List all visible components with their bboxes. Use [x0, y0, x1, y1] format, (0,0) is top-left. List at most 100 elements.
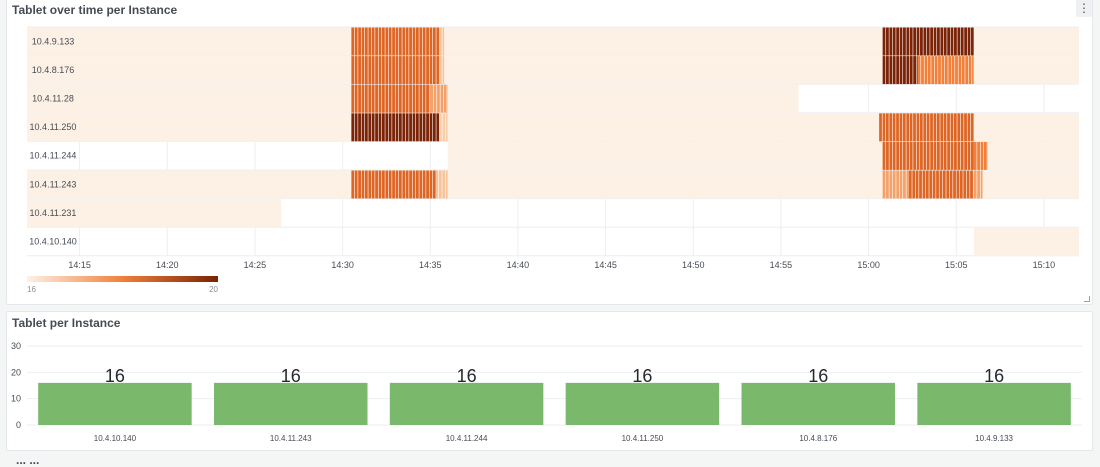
heatmap-cell	[889, 171, 892, 199]
heatmap-cell-group	[27, 56, 351, 84]
heatmap-cell	[906, 28, 909, 56]
heatmap-cell-group	[444, 28, 882, 56]
heatmap-cell	[964, 142, 967, 170]
bar[interactable]	[917, 383, 1071, 425]
heatmap-cell-group	[909, 171, 974, 199]
heatmap-cell	[962, 56, 965, 84]
heatmap-cell	[951, 113, 954, 141]
heatmap-cell	[362, 113, 365, 141]
heatmap-cell	[893, 28, 896, 56]
x-category-label: 10.4.11.250	[622, 434, 664, 443]
heatmap-cell	[910, 113, 913, 141]
heatmap-cell	[379, 28, 382, 56]
heatmap-cell	[896, 142, 899, 170]
heatmap-cell	[912, 171, 915, 199]
heatmap-cell	[937, 142, 940, 170]
heatmap-cell	[382, 28, 385, 56]
bar-value-label: 16	[632, 366, 652, 386]
heatmap-cell	[385, 171, 388, 199]
x-tick-label: 14:45	[594, 260, 617, 270]
heatmap-cell	[913, 113, 916, 141]
heatmap-cell	[930, 28, 933, 56]
heatmap-cell	[967, 171, 970, 199]
heatmap-cell	[968, 28, 971, 56]
y-tick-label: 10	[11, 394, 21, 404]
bar[interactable]	[390, 383, 544, 425]
heatmap-cell	[906, 171, 909, 199]
row-label: 10.4.11.28	[32, 94, 74, 104]
heatmap-cell	[372, 113, 375, 141]
heatmap-cell	[426, 171, 429, 199]
heatmap-cell	[918, 56, 921, 84]
heatmap-cell	[896, 171, 899, 199]
heatmap-cell	[379, 113, 382, 141]
heatmap-cell	[413, 171, 416, 199]
heatmap-cell	[970, 171, 973, 199]
x-category-label: 10.4.10.140	[94, 434, 137, 443]
bar[interactable]	[214, 383, 368, 425]
bar[interactable]	[741, 383, 895, 425]
heatmap-cell	[362, 28, 365, 56]
heatmap-cell	[430, 85, 433, 113]
heatmap-cell	[981, 171, 983, 199]
heatmap-cell	[351, 28, 354, 56]
heatmap-cell	[433, 171, 436, 199]
row-label: 10.4.10.140	[29, 237, 77, 247]
heatmap-cell	[971, 113, 974, 141]
heatmap-cell	[933, 171, 936, 199]
heatmap-cell	[351, 85, 354, 113]
heatmap-cell	[974, 142, 977, 170]
heatmap-cell	[965, 56, 968, 84]
color-legend-max-label: 20	[209, 285, 218, 294]
heatmap-cell	[941, 56, 944, 84]
heatmap-cell	[375, 28, 378, 56]
heatmap-cell	[365, 113, 368, 141]
x-category-label: 10.4.11.244	[446, 434, 488, 443]
heatmap-cell-group	[351, 113, 439, 141]
heatmap-cell	[448, 142, 883, 170]
heatmap-cell	[883, 142, 886, 170]
heatmap-cell	[886, 56, 889, 84]
heatmap-cell	[409, 56, 412, 84]
heatmap-cell	[27, 56, 351, 84]
heatmap-cell	[406, 171, 409, 199]
heatmap-cell	[430, 85, 431, 113]
heatmap-cell	[964, 28, 967, 56]
heatmap-cell	[396, 56, 399, 84]
heatmap-cell	[406, 56, 409, 84]
heatmap-cell	[402, 56, 405, 84]
heatmap-cell	[351, 171, 354, 199]
heatmap-cell	[355, 113, 358, 141]
heatmap-cell	[351, 113, 354, 141]
heatmap-cell	[416, 85, 419, 113]
heatmap-cell	[931, 56, 934, 84]
heatmap-cell-group	[974, 228, 1079, 256]
heatmap-cell	[413, 56, 416, 84]
heatmap-cell	[893, 142, 896, 170]
heatmap-cell	[972, 56, 974, 84]
heatmap-cell	[27, 85, 351, 113]
heatmap-cell-group	[988, 142, 1079, 170]
heatmap-cell-group	[983, 171, 1079, 199]
heatmap-cell	[938, 56, 941, 84]
heatmap-cell	[889, 56, 892, 84]
resize-corner-icon[interactable]	[1084, 296, 1090, 302]
bar[interactable]	[38, 383, 192, 425]
heatmap-cell	[913, 28, 916, 56]
heatmap-cell	[903, 171, 906, 199]
heatmap-cell	[430, 171, 433, 199]
heatmap-cell	[937, 113, 940, 141]
heatmap-cell	[392, 56, 395, 84]
x-tick-label: 14:50	[682, 260, 705, 270]
heatmap-cell	[392, 171, 395, 199]
y-tick-label: 30	[11, 341, 21, 351]
heatmap-cell	[963, 171, 966, 199]
heatmap-cell	[368, 171, 371, 199]
heatmap-cell	[947, 28, 950, 56]
heatmap-cell	[893, 113, 896, 141]
heatmap-cell	[375, 113, 378, 141]
heatmap-cell	[889, 28, 892, 56]
bar[interactable]	[566, 383, 720, 425]
heatmap-cell	[355, 28, 358, 56]
